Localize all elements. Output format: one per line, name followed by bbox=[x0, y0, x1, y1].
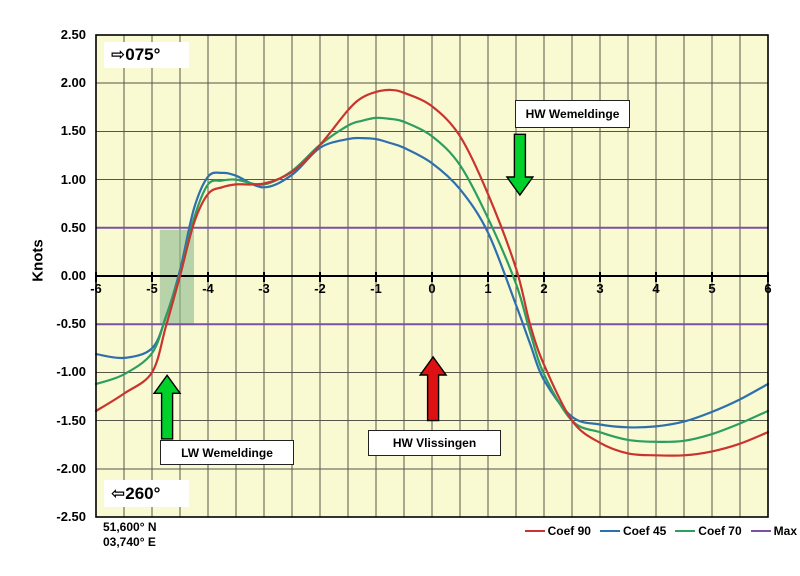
y-tick-label: 0.00 bbox=[60, 268, 86, 283]
legend-swatch bbox=[750, 530, 771, 532]
curve-coef-45 bbox=[94, 136, 770, 429]
curve-coef-90 bbox=[94, 88, 770, 457]
legend-item-max: Max bbox=[742, 524, 797, 538]
y-tick-label: 2.50 bbox=[60, 27, 86, 42]
latitude-text: 51,600° N bbox=[103, 520, 157, 534]
y-tick-label: 0.50 bbox=[60, 219, 86, 235]
x-tick-label: 2 bbox=[540, 281, 548, 296]
plot-border bbox=[95, 34, 769, 518]
flood-direction-label: ⇨075° bbox=[104, 42, 189, 68]
legend-label: Coef 45 bbox=[622, 524, 667, 538]
x-tick-label: 1 bbox=[484, 281, 492, 296]
curve-coef-70 bbox=[94, 116, 770, 444]
y-tick-label: 2.00 bbox=[60, 75, 86, 91]
legend-swatch bbox=[524, 530, 545, 532]
x-tick-label: 5 bbox=[708, 281, 716, 296]
x-tick-label: 6 bbox=[764, 281, 772, 296]
x-tick-label: -2 bbox=[314, 281, 326, 296]
x-tick-label: -6 bbox=[90, 281, 102, 296]
legend-label: Coef 90 bbox=[547, 524, 591, 538]
legend-swatch bbox=[599, 530, 620, 532]
x-tick-label: 3 bbox=[596, 281, 604, 296]
legend: Coef 90 Coef 45 Coef 70 Max bbox=[516, 524, 797, 538]
legend-item-coef-45: Coef 45 bbox=[591, 524, 666, 538]
lw-wemeldinge-label: LW Wemeldinge bbox=[160, 440, 294, 465]
y-tick-label: -2.00 bbox=[56, 460, 86, 476]
x-tick-label: 4 bbox=[652, 281, 660, 296]
legend-item-coef-70: Coef 70 bbox=[666, 524, 742, 538]
x-tick-label: -3 bbox=[258, 281, 270, 296]
lw-wemeldinge-arrow bbox=[152, 374, 182, 440]
x-tick-label: 0 bbox=[428, 281, 436, 296]
y-tick-label: 1.00 bbox=[60, 171, 86, 187]
legend-item-coef-90: Coef 90 bbox=[516, 524, 591, 538]
x-tick-label: -5 bbox=[146, 281, 158, 296]
hw-vlissingen-arrow bbox=[418, 355, 448, 422]
hw-wemeldinge-label: HW Wemeldinge bbox=[515, 100, 630, 128]
hw-vlissingen-label: HW Vlissingen bbox=[368, 430, 501, 456]
y-tick-label: -2.50 bbox=[56, 509, 86, 524]
x-tick-label: -1 bbox=[370, 281, 382, 296]
hw-wemeldinge-arrow bbox=[505, 133, 535, 197]
station-coordinates: 51,600° N 03,740° E bbox=[103, 520, 157, 550]
legend-label: Max bbox=[773, 524, 797, 538]
y-tick-label: -1.50 bbox=[56, 412, 86, 428]
legend-swatch bbox=[675, 530, 696, 532]
y-tick-label: -1.00 bbox=[56, 364, 86, 380]
longitude-text: 03,740° E bbox=[103, 535, 156, 549]
ebb-direction-label: ⇦260° bbox=[104, 480, 189, 507]
legend-label: Coef 70 bbox=[698, 524, 742, 538]
y-tick-label: 1.50 bbox=[60, 123, 86, 139]
y-tick-label: -0.50 bbox=[56, 316, 86, 332]
x-tick-label: -4 bbox=[202, 281, 214, 296]
